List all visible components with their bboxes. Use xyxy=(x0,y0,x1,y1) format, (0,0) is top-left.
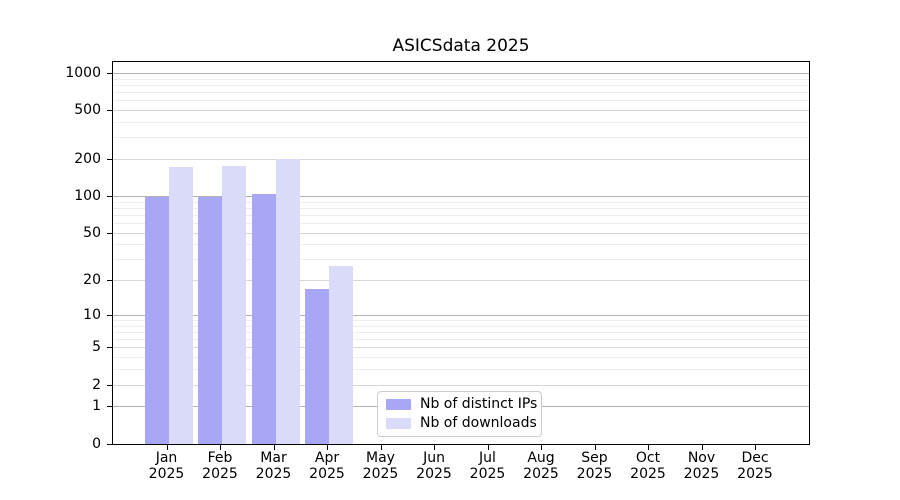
gridline-minor xyxy=(113,244,809,246)
gridline-minor xyxy=(113,214,809,216)
gridline-major xyxy=(113,314,809,316)
legend-item-distinct-ips: Nb of distinct IPs xyxy=(386,397,537,412)
x-axis-tick-label: Feb 2025 xyxy=(202,450,238,482)
bar-distinct-ips-feb xyxy=(198,197,222,445)
x-axis-tick-label: Sep 2025 xyxy=(576,450,613,482)
x-axis-tick xyxy=(541,445,542,450)
gridline-major xyxy=(113,232,809,234)
y-axis-tick-label: 500 xyxy=(74,102,101,119)
y-axis-tick xyxy=(107,159,112,161)
y-axis-tick xyxy=(107,443,112,445)
y-axis-tick-label: 1 xyxy=(92,398,101,415)
y-axis-tick-label: 5 xyxy=(92,339,101,356)
bar-downloads-jan xyxy=(168,167,193,445)
y-axis-tick-label: 200 xyxy=(74,151,101,168)
gridline-minor xyxy=(113,122,809,124)
x-axis-tick xyxy=(327,445,328,450)
bar-distinct-ips-jan xyxy=(144,197,169,445)
y-axis-tick-label: 2 xyxy=(92,376,101,393)
x-axis-tick-label: Dec 2025 xyxy=(737,450,773,482)
x-axis-tick xyxy=(701,445,703,450)
x-axis-tick xyxy=(220,445,221,450)
y-axis-tick-label: 1000 xyxy=(65,65,101,81)
plot-area xyxy=(112,61,810,445)
bar-downloads-mar xyxy=(275,158,300,445)
legend: Nb of distinct IPs Nb of downloads xyxy=(377,391,542,437)
x-axis-tick-label: Jun 2025 xyxy=(416,450,452,482)
legend-label-downloads: Nb of downloads xyxy=(420,415,537,431)
x-axis-tick xyxy=(755,445,756,450)
y-axis-tick-label: 10 xyxy=(83,306,101,323)
y-axis-tick xyxy=(107,73,112,74)
chart-title: ASICSdata 2025 xyxy=(392,36,530,56)
gridline-minor xyxy=(113,339,809,341)
bar-downloads-apr xyxy=(329,265,353,445)
bar-distinct-ips-apr xyxy=(305,289,329,445)
x-axis-tick-label: Mar 2025 xyxy=(255,450,292,482)
y-axis-tick-label: 20 xyxy=(83,272,101,289)
gridline-major xyxy=(113,384,809,386)
y-axis-tick xyxy=(107,232,112,234)
y-axis-tick xyxy=(107,347,112,349)
legend-label-distinct-ips: Nb of distinct IPs xyxy=(420,396,538,412)
x-axis-tick-label: Aug 2025 xyxy=(523,450,559,482)
gridline-major xyxy=(113,73,809,74)
x-axis-tick-label: Nov 2025 xyxy=(683,450,720,482)
gridline-minor xyxy=(113,331,809,333)
gridline-major xyxy=(113,347,809,349)
x-axis-tick xyxy=(166,445,168,450)
gridline-minor xyxy=(113,84,809,86)
legend-item-downloads: Nb of downloads xyxy=(386,416,537,431)
y-axis-tick xyxy=(107,196,112,197)
y-axis-tick xyxy=(107,384,112,386)
x-axis-tick xyxy=(487,445,489,450)
legend-swatch-distinct-ips-icon xyxy=(386,399,411,410)
y-axis-tick xyxy=(107,406,112,408)
gridline-major xyxy=(113,110,809,112)
y-axis-tick-label: 100 xyxy=(74,188,101,204)
x-axis-tick-label: May 2025 xyxy=(362,450,399,482)
x-axis-tick-label: Apr 2025 xyxy=(309,450,345,482)
x-axis-tick-label: Oct 2025 xyxy=(630,450,666,482)
gridline-minor xyxy=(113,100,809,102)
legend-swatch-downloads-icon xyxy=(386,418,411,429)
x-axis-tick xyxy=(380,445,382,450)
gridline-minor xyxy=(113,223,809,225)
x-axis-tick-label: Jul 2025 xyxy=(469,450,506,482)
x-axis-tick xyxy=(594,445,596,450)
y-axis-tick-label: 50 xyxy=(83,224,101,241)
y-axis-tick xyxy=(107,314,112,316)
x-axis-tick xyxy=(648,445,649,450)
x-axis-tick-label: Jan 2025 xyxy=(148,450,185,482)
gridline-major xyxy=(113,196,809,197)
y-axis-tick xyxy=(107,110,112,112)
gridline-minor xyxy=(113,207,809,209)
x-axis-tick xyxy=(273,445,275,450)
gridline-minor xyxy=(113,320,809,322)
gridline-minor xyxy=(113,92,809,94)
gridline-minor xyxy=(113,259,809,261)
gridline-major xyxy=(113,159,809,161)
gridline-minor xyxy=(113,369,809,371)
x-axis-tick xyxy=(434,445,435,450)
gridline-minor xyxy=(113,357,809,359)
y-axis-tick xyxy=(107,280,112,282)
y-axis-tick-label: 0 xyxy=(92,435,101,452)
bar-downloads-feb xyxy=(222,165,246,445)
gridline-minor xyxy=(113,325,809,327)
bar-distinct-ips-mar xyxy=(251,194,276,445)
gridline-major xyxy=(113,280,809,282)
gridline-minor xyxy=(113,137,809,139)
gridline-minor xyxy=(113,78,809,80)
gridline-minor xyxy=(113,201,809,203)
